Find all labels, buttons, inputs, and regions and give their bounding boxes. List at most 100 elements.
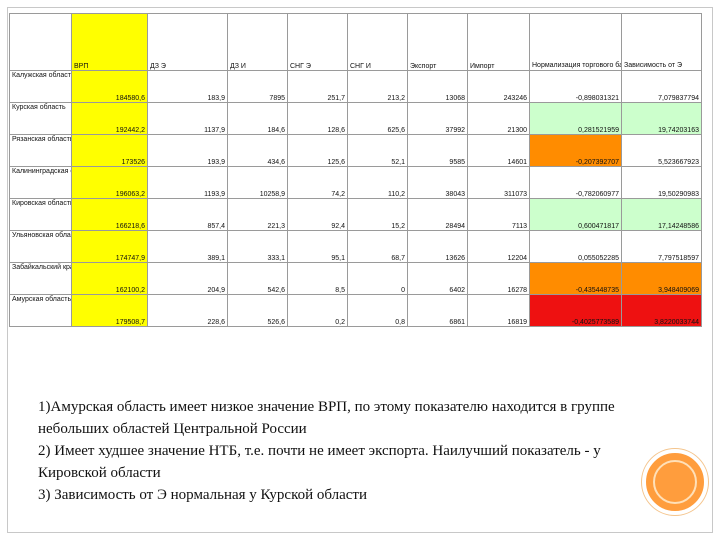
cell-dep: 7,079837794	[621, 70, 702, 103]
cell-export: 13626	[407, 230, 468, 263]
cell-import: 16819	[467, 294, 530, 327]
cell-dz-e: 389,1	[147, 230, 228, 263]
cell-dep: 7,797518597	[621, 230, 702, 263]
cell-sng-i: 52,1	[347, 134, 408, 167]
cell-dz-i: 184,6	[227, 102, 288, 135]
header-dependence: Зависимость от Э	[621, 13, 702, 71]
region-name: Рязанская область	[9, 134, 72, 167]
header-sng-i: СНГ И	[347, 13, 408, 71]
cell-dz-i: 526,6	[227, 294, 288, 327]
cell-import: 243246	[467, 70, 530, 103]
cell-export: 28494	[407, 198, 468, 231]
header-dz-e: ДЗ Э	[147, 13, 228, 71]
cell-dz-e: 1193,9	[147, 166, 228, 199]
region-name: Калининградская область	[9, 166, 72, 199]
decorative-circle-ring	[653, 460, 697, 504]
table-row: Амурская область 179508,7 228,6 526,6 0,2 0,8…	[9, 294, 702, 327]
cell-import: 12204	[467, 230, 530, 263]
cell-sng-e: 95,1	[287, 230, 348, 263]
header-row: ВРП ДЗ Э ДЗ И СНГ Э СНГ И Экспорт Импорт…	[9, 13, 702, 71]
cell-norm: -0,4025773589	[529, 294, 622, 327]
cell-import: 16278	[467, 262, 530, 295]
cell-sng-e: 92,4	[287, 198, 348, 231]
cell-vrp: 174747,9	[71, 230, 148, 263]
cell-sng-e: 128,6	[287, 102, 348, 135]
cell-import: 21300	[467, 102, 530, 135]
cell-dz-e: 857,4	[147, 198, 228, 231]
cell-vrp: 166218,6	[71, 198, 148, 231]
header-region	[9, 13, 72, 71]
header-norm: Нормализация торгового баланса	[529, 13, 622, 71]
cell-dz-e: 228,6	[147, 294, 228, 327]
table-row: Калининградская область196063,21193,9102…	[9, 166, 702, 199]
cell-import: 14601	[467, 134, 530, 167]
cell-export: 6402	[407, 262, 468, 295]
header-dz-i: ДЗ И	[227, 13, 288, 71]
region-name: Калужская область	[9, 70, 72, 103]
cell-sng-i: 68,7	[347, 230, 408, 263]
note-1: 1)Амурская область имеет низкое значение…	[38, 399, 619, 437]
cell-norm: 0,600471817	[529, 198, 622, 231]
cell-vrp: 173526	[71, 134, 148, 167]
cell-sng-i: 0,8	[347, 294, 408, 327]
cell-export: 9585	[407, 134, 468, 167]
table-row: Забайкальский край 162100,2 204,9 542,6 8,5 0…	[9, 262, 702, 295]
cell-export: 13068	[407, 70, 468, 103]
header-export: Экспорт	[407, 13, 468, 71]
region-name: Курская область	[9, 102, 72, 135]
cell-norm: -0,782060977	[529, 166, 622, 199]
cell-dz-e: 183,9	[147, 70, 228, 103]
cell-norm: -0,435448735	[529, 262, 622, 295]
note-3: 3) Зависимость от Э нормальная у Курской…	[38, 487, 368, 503]
cell-dz-i: 221,3	[227, 198, 288, 231]
cell-dz-e: 204,9	[147, 262, 228, 295]
slide-frame	[7, 7, 713, 533]
note-2: 2) Имеет худшее значение НТБ, т.е. почти…	[38, 443, 605, 481]
cell-import: 311073	[467, 166, 530, 199]
cell-export: 38043	[407, 166, 468, 199]
header-import: Импорт	[467, 13, 530, 71]
table-row: Курская область 192442,2 1137,9 184,6 128,6 6…	[9, 102, 702, 135]
region-name: Амурская область	[9, 294, 72, 327]
conclusions: 1)Амурская область имеет низкое значение…	[38, 396, 658, 506]
cell-sng-i: 213,2	[347, 70, 408, 103]
data-table: ВРП ДЗ Э ДЗ И СНГ Э СНГ И Экспорт Импорт…	[9, 13, 702, 327]
cell-vrp: 162100,2	[71, 262, 148, 295]
cell-dz-i: 542,6	[227, 262, 288, 295]
cell-norm: 0,281521959	[529, 102, 622, 135]
header-sng-e: СНГ Э	[287, 13, 348, 71]
cell-dep: 3,8220033744	[621, 294, 702, 327]
cell-norm: -0,898031321	[529, 70, 622, 103]
cell-dep: 3,948409069	[621, 262, 702, 295]
cell-dz-i: 434,6	[227, 134, 288, 167]
cell-dz-i: 10258,9	[227, 166, 288, 199]
cell-sng-i: 625,6	[347, 102, 408, 135]
region-name: Кировская область	[9, 198, 72, 231]
cell-dep: 19,74203163	[621, 102, 702, 135]
cell-vrp: 184580,6	[71, 70, 148, 103]
cell-sng-e: 74,2	[287, 166, 348, 199]
table-row: Калужская область 184580,6 183,9 7895 251,7 2…	[9, 70, 702, 103]
cell-sng-e: 125,6	[287, 134, 348, 167]
table-row: Кировская область 166218,6 857,4 221,3 92,4 1…	[9, 198, 702, 231]
cell-dz-i: 7895	[227, 70, 288, 103]
cell-dep: 17,14248586	[621, 198, 702, 231]
cell-dz-e: 1137,9	[147, 102, 228, 135]
cell-dep: 19,50290983	[621, 166, 702, 199]
cell-norm: 0,055052285	[529, 230, 622, 263]
region-name: Ульяновская область	[9, 230, 72, 263]
cell-dep: 5,523667923	[621, 134, 702, 167]
cell-dz-i: 333,1	[227, 230, 288, 263]
cell-vrp: 179508,7	[71, 294, 148, 327]
cell-sng-e: 8,5	[287, 262, 348, 295]
cell-sng-i: 15,2	[347, 198, 408, 231]
cell-sng-e: 251,7	[287, 70, 348, 103]
table-row: Рязанская область 173526 193,9 434,6 125,6 52…	[9, 134, 702, 167]
cell-sng-i: 0	[347, 262, 408, 295]
region-name: Забайкальский край	[9, 262, 72, 295]
cell-sng-i: 110,2	[347, 166, 408, 199]
header-vrp: ВРП	[71, 13, 148, 71]
cell-vrp: 196063,2	[71, 166, 148, 199]
cell-dz-e: 193,9	[147, 134, 228, 167]
cell-export: 37992	[407, 102, 468, 135]
